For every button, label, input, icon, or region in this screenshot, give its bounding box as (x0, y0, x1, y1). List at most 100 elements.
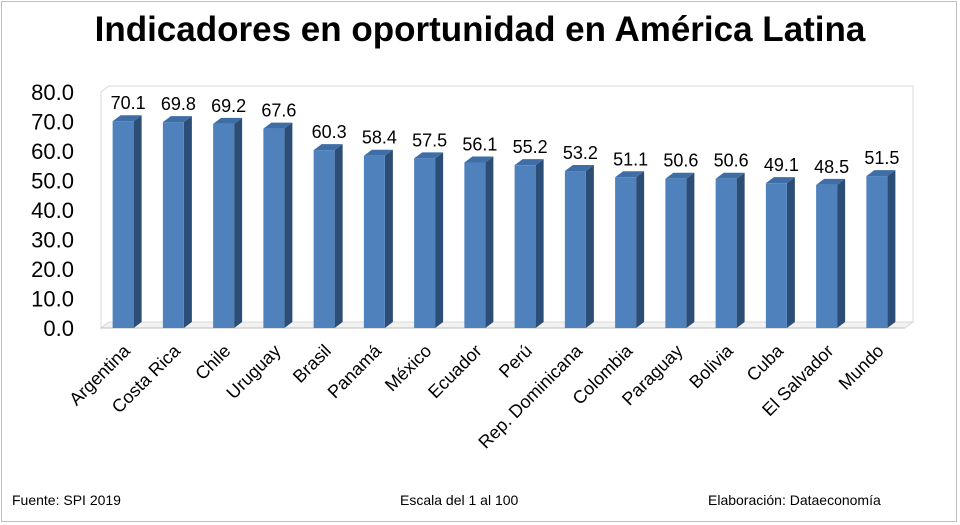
y-tick-label: 80.0 (31, 80, 74, 105)
bar-front (313, 150, 335, 328)
value-label: 57.5 (412, 130, 447, 150)
x-tick-label: Chile (191, 341, 234, 384)
value-label: 53.2 (563, 143, 598, 163)
source-note: Fuente: SPI 2019 (12, 492, 121, 508)
bar-top (313, 144, 343, 151)
value-label: 48.5 (814, 157, 849, 177)
value-label: 67.6 (261, 101, 296, 121)
bar-16 (866, 170, 896, 328)
value-label: 50.6 (714, 151, 749, 171)
x-tick-label: Mundo (835, 341, 888, 394)
bar-chart: 0.0 10.0 20.0 30.0 40.0 50.0 60.0 70.0 80.0 70.1… (31, 80, 915, 452)
bar-top (715, 172, 745, 179)
value-label: 51.1 (613, 149, 648, 169)
bar-side (435, 152, 444, 328)
chart-title: Indicadores en oportunidad en América La… (94, 10, 866, 49)
bar-top (816, 178, 846, 185)
bar-top (363, 149, 393, 156)
bar-front (363, 155, 385, 328)
bar-top (112, 115, 142, 122)
bar-side (234, 117, 243, 328)
bar-front (414, 158, 436, 328)
bar-8 (464, 156, 494, 328)
bar-7 (414, 152, 444, 328)
bar-1 (112, 115, 142, 328)
y-axis: 0.0 10.0 20.0 30.0 40.0 50.0 60.0 70.0 80.0 (31, 80, 74, 341)
bar-front (112, 121, 134, 328)
bar-top (665, 172, 695, 179)
credit-note: Elaboración: Dataeconomía (708, 492, 881, 508)
bar-side (636, 171, 645, 328)
bar-side (786, 177, 795, 328)
x-tick-label: Ecuador (424, 341, 486, 403)
bar-side (284, 122, 293, 328)
value-labels: 70.1 69.8 69.2 67.6 60.3 58.4 57.5 56.1 55.2 53.2… (111, 93, 900, 177)
y-tick-label: 40.0 (31, 198, 74, 223)
x-tick-label: Bolivia (685, 340, 737, 392)
bar-top (514, 159, 544, 166)
bar-11 (615, 171, 645, 328)
value-label: 69.2 (211, 96, 246, 116)
bar-6 (363, 149, 393, 328)
bar-side (837, 178, 846, 328)
x-tick-label: Perú (495, 341, 536, 382)
x-tick-label: Brasil (289, 341, 335, 387)
bar-front (715, 178, 737, 328)
value-label: 56.1 (462, 135, 497, 155)
y-tick-label: 20.0 (31, 257, 74, 282)
bar-side (535, 159, 544, 328)
value-label: 49.1 (764, 155, 799, 175)
bar-9 (514, 159, 544, 328)
bar-front (765, 183, 787, 328)
bar-5 (313, 144, 343, 328)
value-label: 69.8 (161, 94, 196, 114)
bar-side (384, 149, 393, 328)
y-tick-label: 50.0 (31, 169, 74, 194)
y-tick-label: 10.0 (31, 287, 74, 312)
bar-side (334, 144, 343, 328)
bar-top (564, 165, 594, 172)
bar-top (615, 171, 645, 178)
bar-front (213, 123, 235, 328)
y-tick-label: 30.0 (31, 228, 74, 253)
scale-note: Escala del 1 al 100 (400, 492, 519, 508)
bar-side (183, 116, 192, 328)
bar-3 (213, 117, 243, 328)
y-tick-label: 0.0 (43, 316, 74, 341)
bar-front (615, 177, 637, 328)
bar-top (162, 116, 192, 123)
value-label: 58.4 (362, 128, 397, 148)
bar-side (485, 156, 494, 328)
bar-15 (816, 178, 846, 328)
bar-top (414, 152, 444, 159)
bar-14 (765, 177, 795, 328)
bar-top (765, 177, 795, 184)
bar-front (514, 165, 536, 328)
x-tick-label: Panamá (324, 340, 386, 402)
value-label: 55.2 (513, 137, 548, 157)
bar-side (686, 172, 695, 328)
bar-top (464, 156, 494, 163)
x-tick-label: Cuba (743, 340, 788, 385)
bar-front (866, 176, 888, 328)
bar-13 (715, 172, 745, 328)
bar-front (816, 184, 838, 328)
value-label: 60.3 (312, 122, 347, 142)
bar-side (887, 170, 896, 328)
bar-top (213, 117, 243, 124)
bar-top (263, 122, 293, 129)
bar-4 (263, 122, 293, 328)
bar-front (263, 128, 285, 328)
value-label: 50.6 (663, 151, 698, 171)
bars (112, 115, 896, 328)
bar-front (464, 162, 486, 328)
bar-front (564, 171, 586, 328)
bar-side (736, 172, 745, 328)
bar-front (665, 178, 687, 328)
y-tick-label: 60.0 (31, 139, 74, 164)
value-label: 70.1 (111, 93, 146, 113)
bar-side (585, 165, 594, 328)
bar-top (866, 170, 896, 177)
